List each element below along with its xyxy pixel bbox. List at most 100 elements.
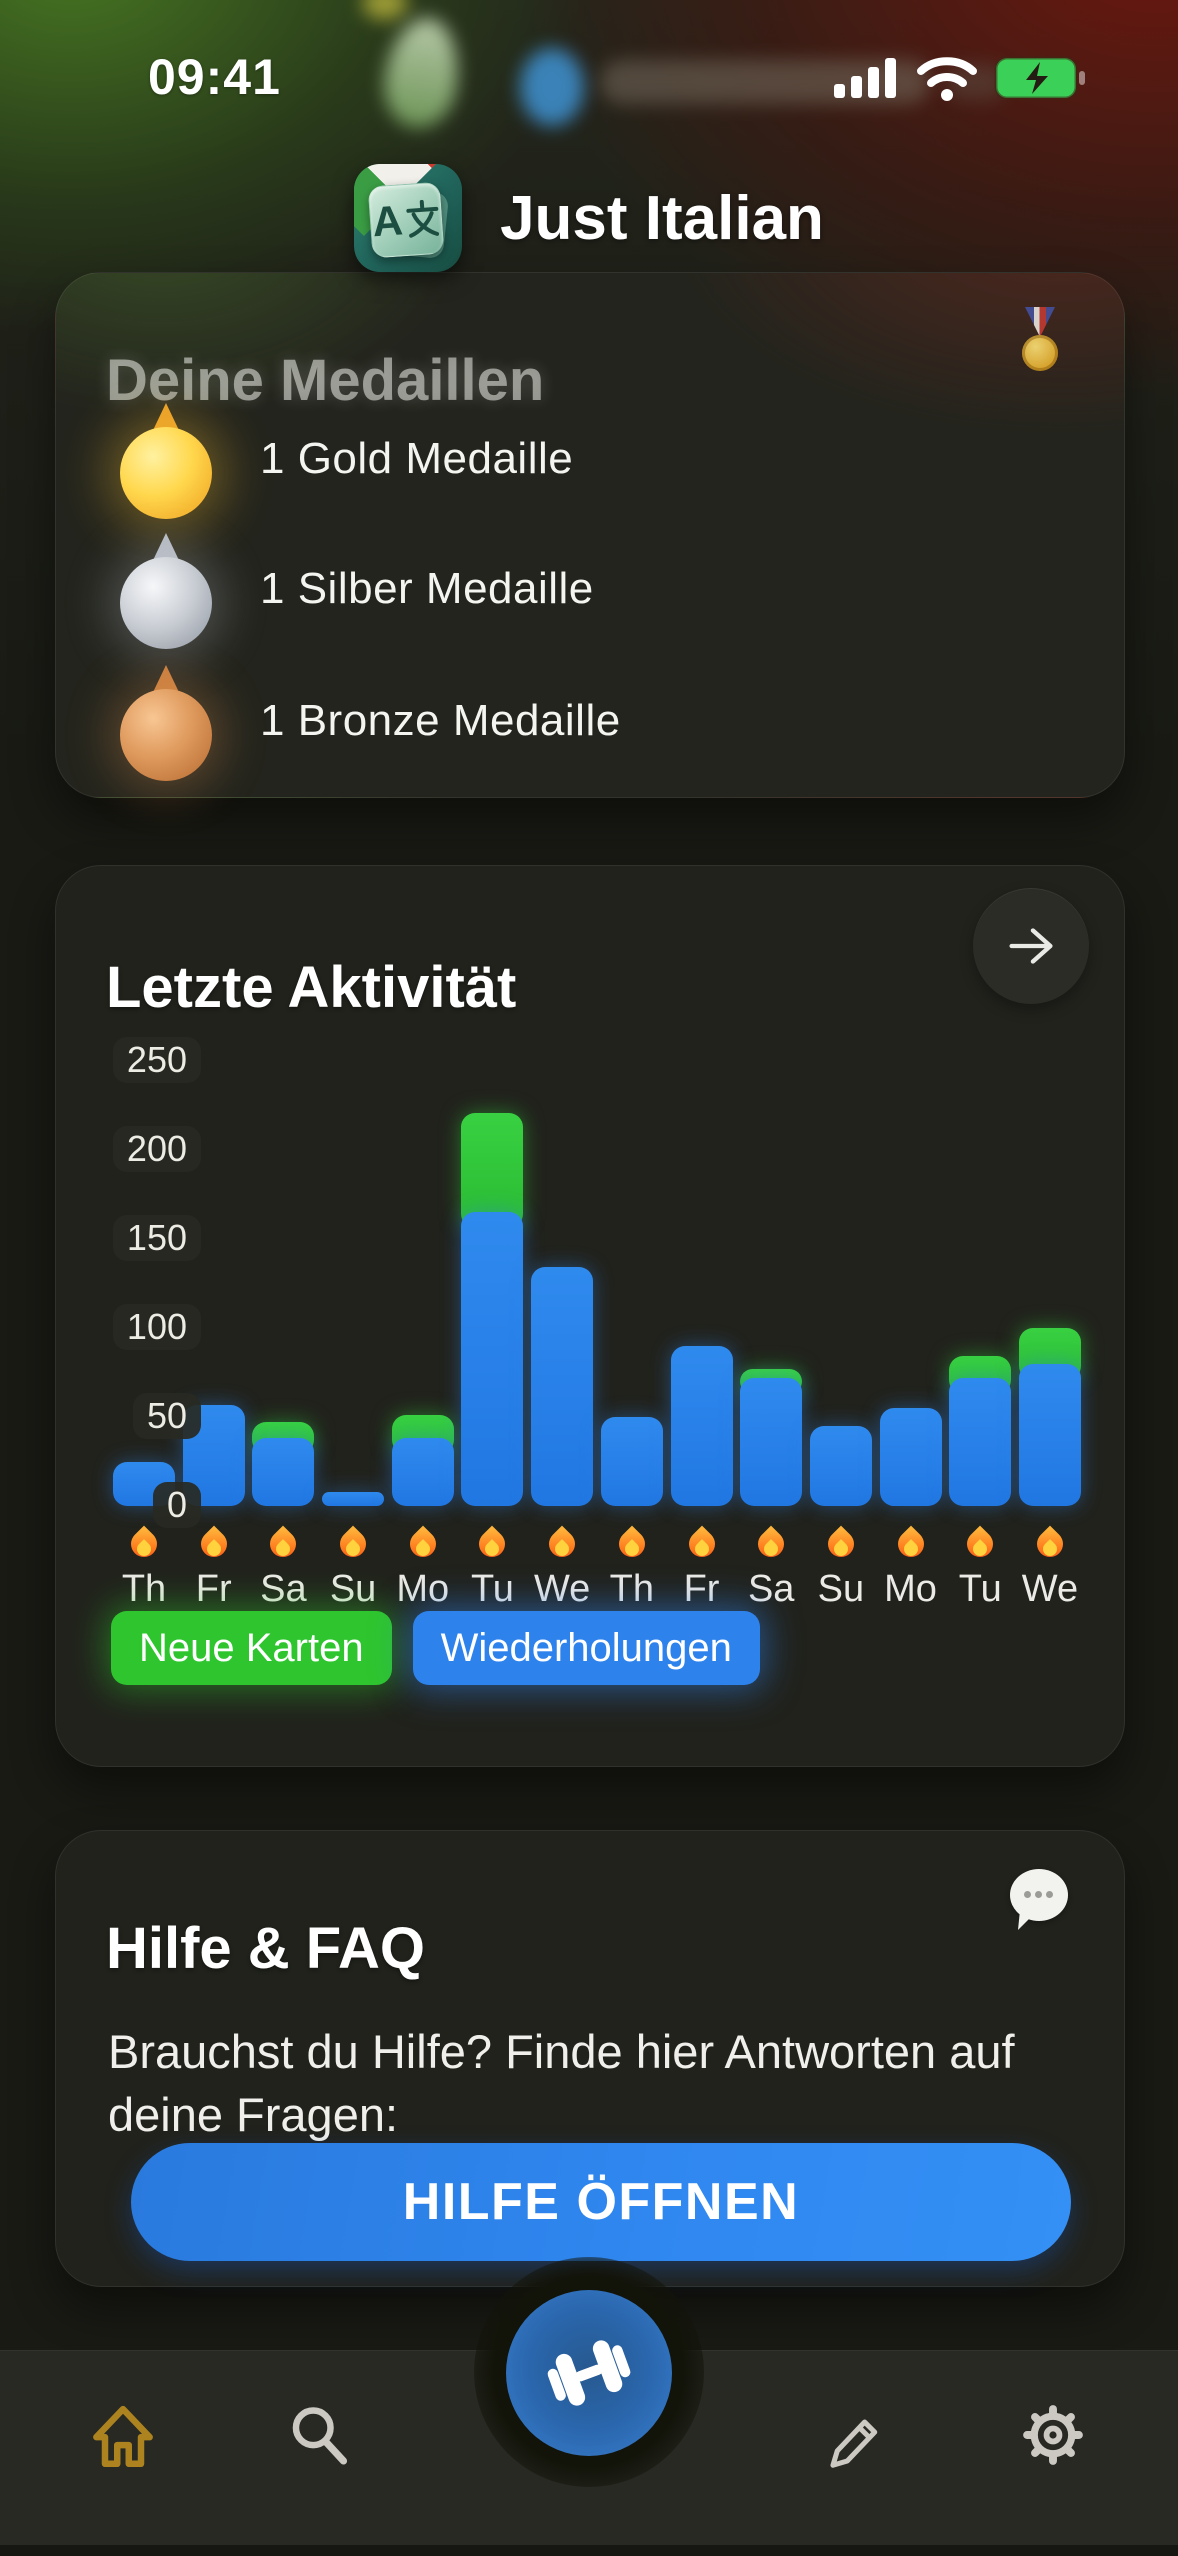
bar-group	[600, 1061, 663, 1506]
bar-segment-wiederholungen	[113, 1461, 175, 1506]
status-time: 09:41	[148, 49, 281, 105]
page-title: Just Italian	[500, 183, 824, 253]
pencil-icon	[830, 2419, 878, 2468]
battery-charging-icon	[994, 56, 1085, 100]
x-axis-label: Tu	[958, 1568, 1002, 1610]
bar-segment-wiederholungen	[461, 1212, 524, 1506]
x-axis-label: We	[533, 1568, 591, 1610]
dumbbell-icon	[547, 2340, 631, 2406]
medal-disc	[120, 557, 212, 649]
bar-group	[182, 1061, 245, 1506]
bar-group	[531, 1061, 594, 1506]
status-icons	[834, 54, 1086, 102]
wifi-icon	[917, 57, 977, 101]
x-axis-cell: We	[531, 1518, 593, 1611]
x-axis-cell: Su	[810, 1518, 872, 1611]
screen-bottom-edge	[0, 2545, 1178, 2556]
x-axis-label: Tu	[470, 1568, 514, 1610]
help-body-text: Brauchst du Hilfe? Finde hier Antworten …	[108, 2025, 1015, 2141]
medal-disc	[120, 427, 212, 519]
status-bar: 09:41	[0, 44, 1178, 114]
bar-chart: 0 50 100 150 200 250	[112, 1037, 1081, 1528]
bar-segment-wiederholungen	[809, 1425, 872, 1506]
bar-segment-wiederholungen	[740, 1377, 803, 1506]
blur-blob	[362, 0, 408, 20]
flame-icon	[825, 1518, 857, 1560]
app-icon-letter: A	[370, 196, 405, 246]
bar-segment-neue-karten	[461, 1112, 524, 1229]
activity-card: Letzte Aktivität 0 50 100 150 200 250 Th Fr Sa S…	[55, 865, 1125, 1767]
bar-segment-wiederholungen	[1018, 1363, 1081, 1506]
translate-icon: A	[367, 181, 445, 259]
medal-ribbon	[1025, 307, 1055, 337]
help-card-title: Hilfe & FAQ	[106, 1916, 426, 1982]
bar-group	[949, 1061, 1012, 1506]
x-axis-cell: Mo	[392, 1518, 454, 1611]
flame-icon	[128, 1518, 160, 1560]
tab-search[interactable]	[283, 2399, 355, 2471]
legend-neue-karten-button[interactable]: Neue Karten	[111, 1611, 392, 1685]
flame-icon	[476, 1518, 508, 1560]
app-icon: A	[354, 164, 463, 272]
activity-card-title: Letzte Aktivität	[106, 955, 517, 1021]
tab-bar	[0, 2257, 1178, 2556]
x-axis-label: Su	[329, 1568, 377, 1610]
gear-icon	[1023, 2405, 1083, 2465]
cjk-glyph	[406, 199, 439, 238]
x-axis-label: Mo	[396, 1568, 450, 1610]
bar-group	[113, 1061, 175, 1506]
bar-segment-wiederholungen	[391, 1438, 454, 1506]
arrow-right-icon	[1009, 928, 1053, 964]
bronze-medal-icon	[118, 661, 214, 781]
medal-disc	[1022, 335, 1058, 371]
search-icon	[292, 2407, 348, 2465]
bar-segment-wiederholungen	[252, 1438, 315, 1506]
speech-bubble-icon	[1010, 1869, 1068, 1921]
bar-group	[809, 1061, 872, 1506]
medals-card-title: Deine Medaillen	[106, 348, 545, 414]
flame-icon	[407, 1518, 439, 1560]
flame-icon	[895, 1518, 927, 1560]
flame-icon	[337, 1518, 369, 1560]
open-help-button[interactable]: HILFE ÖFFNEN	[131, 2143, 1071, 2261]
flame-icon	[267, 1518, 299, 1560]
open-activity-button[interactable]	[973, 888, 1089, 1004]
bar-group	[879, 1061, 942, 1506]
tab-edit[interactable]	[820, 2399, 892, 2471]
flame-icon	[686, 1518, 718, 1560]
legend-wiederholungen-button[interactable]: Wiederholungen	[412, 1611, 760, 1685]
x-axis-label: Fr	[683, 1568, 720, 1610]
medal-label: 1 Gold Medaille	[260, 434, 574, 483]
bar-group	[252, 1061, 315, 1506]
x-axis-label: Mo	[884, 1568, 937, 1610]
x-axis-label: Th	[121, 1568, 167, 1610]
bar-group	[461, 1061, 524, 1506]
x-axis-cell: Th	[113, 1518, 175, 1611]
medal-row-gold: 1 Gold Medaille	[118, 397, 573, 521]
x-axis-label: Sa	[260, 1568, 307, 1610]
bar-segment-wiederholungen	[531, 1267, 594, 1506]
flame-icon	[198, 1518, 230, 1560]
sports-medal-icon	[1018, 307, 1062, 373]
tab-train-center-button[interactable]	[506, 2290, 672, 2456]
x-axis-cell: Tu	[949, 1518, 1011, 1611]
x-axis-label: We	[1021, 1568, 1079, 1610]
x-axis-cell: Sa	[740, 1518, 802, 1611]
tab-home[interactable]	[87, 2399, 159, 2471]
bar-group	[322, 1061, 385, 1506]
x-axis-cell: Th	[601, 1518, 663, 1611]
bar-group	[670, 1061, 733, 1506]
notification-app-icon-blob	[520, 48, 584, 126]
home-icon	[93, 2405, 153, 2468]
flame-icon	[546, 1518, 578, 1560]
help-faq-card: Hilfe & FAQ Brauchst du Hilfe? Finde hie…	[55, 1830, 1125, 2287]
bar-segment-wiederholungen	[182, 1404, 245, 1506]
chart-legend: Neue Karten Wiederholungen	[111, 1611, 760, 1685]
bar-segment-wiederholungen	[949, 1377, 1012, 1506]
x-axis-label: Fr	[195, 1568, 232, 1610]
flame-icon	[755, 1518, 787, 1560]
bar-group	[740, 1061, 803, 1506]
tab-settings[interactable]	[1017, 2399, 1089, 2471]
x-axis-cell: We	[1019, 1518, 1081, 1611]
